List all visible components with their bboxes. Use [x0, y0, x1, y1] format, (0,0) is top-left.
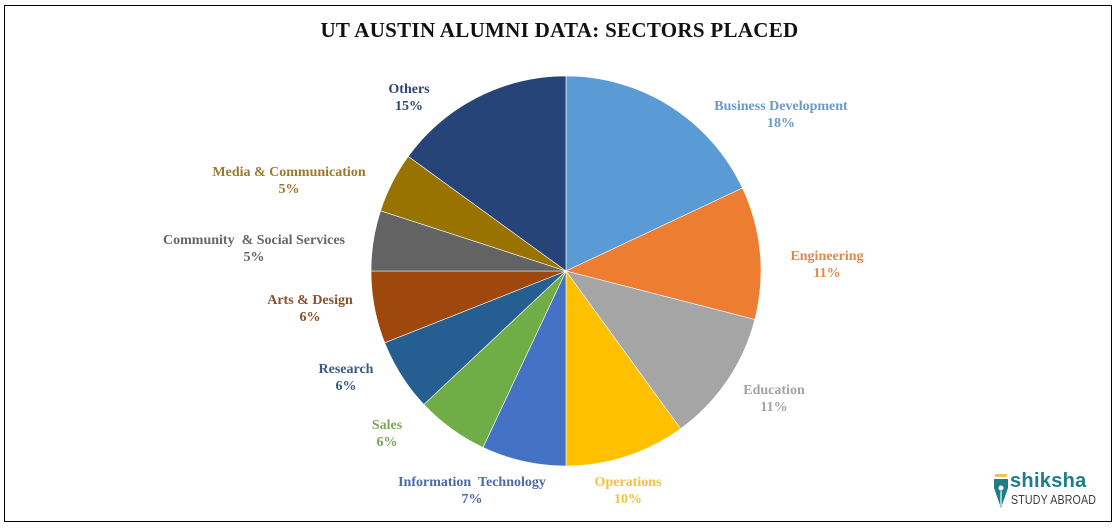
data-label: Research 6%: [319, 361, 374, 395]
logo-tagline: STUDY ABROAD: [1011, 493, 1097, 507]
pie-slice-business-development[interactable]: [565, 75, 743, 272]
data-label: Engineering 11%: [790, 248, 863, 282]
data-label-value: 11%: [813, 266, 841, 281]
data-label-name: Research: [318, 362, 374, 377]
shiksha-logo[interactable]: shiksha STUDY ABROAD: [990, 470, 1100, 514]
data-label: Business Development 18%: [714, 98, 847, 132]
data-label-value: 5%: [243, 250, 265, 265]
data-label-name: Operations: [594, 475, 662, 490]
pie-slice-others[interactable]: [407, 75, 567, 272]
chart-title: UT AUSTIN ALUMNI DATA: SECTORS PLACED: [320, 18, 799, 42]
data-label-name: Arts & Design: [267, 293, 353, 308]
data-label-value: 6%: [299, 310, 321, 325]
data-label-value: 15%: [395, 99, 423, 114]
data-label: Others 15%: [388, 81, 429, 115]
data-label-name: Information Technology: [398, 475, 546, 490]
data-label-value: 18%: [767, 116, 795, 131]
data-label-value: 6%: [335, 379, 357, 394]
data-label-name: Business Development: [714, 99, 848, 114]
data-label-name: Others: [388, 82, 430, 97]
logo-brand: shiksha: [1010, 470, 1087, 492]
data-label: Information Technology 7%: [398, 474, 546, 508]
data-label: Education 11%: [743, 382, 804, 416]
data-label-name: Community & Social Services: [163, 233, 345, 248]
data-label: Media & Communication 5%: [212, 164, 365, 198]
data-label-name: Education: [743, 383, 805, 398]
data-label-value: 11%: [760, 400, 788, 415]
pie-slice-education[interactable]: [565, 270, 756, 430]
data-label-value: 6%: [376, 435, 398, 450]
data-label: Arts & Design 6%: [267, 292, 353, 326]
data-label-value: 10%: [613, 492, 642, 507]
data-label-value: 7%: [461, 492, 483, 507]
data-label-name: Sales: [371, 418, 403, 433]
data-label-name: Engineering: [790, 249, 864, 264]
pie-slice-operations[interactable]: [565, 270, 682, 467]
data-label-name: Media & Communication: [212, 165, 366, 180]
data-label: Operations 10%: [595, 474, 662, 508]
pen-nib-icon: [994, 474, 1008, 508]
data-label: Sales 6%: [372, 417, 402, 451]
pie-slice-engineering[interactable]: [565, 187, 762, 320]
data-label-value: 5%: [278, 182, 300, 197]
data-label: Community & Social Services 5%: [163, 232, 345, 266]
chart-frame: [4, 5, 1112, 522]
